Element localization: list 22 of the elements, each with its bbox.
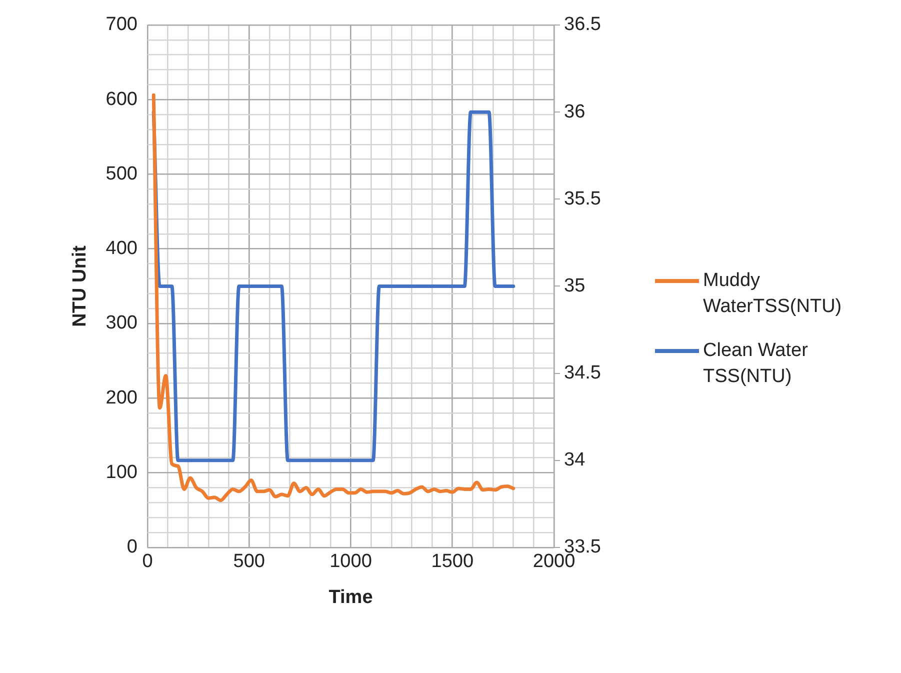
legend-label: Clean Water TSS(NTU) [703,339,809,389]
x-axis-title: Time [328,586,373,608]
y2-tick-label: 34.5 [564,362,602,384]
y-tick-label: 300 [106,312,138,334]
x-tick-label: 500 [233,551,265,572]
y-tick-label: 600 [106,88,138,110]
x-tick-label: 1000 [330,551,372,572]
y-tick-label: 200 [106,387,138,408]
y-tick-label: 500 [106,163,138,184]
legend-label: Muddy WaterTSS(NTU) [703,269,842,319]
y-tick-label: 100 [106,462,138,484]
y2-tick-label: 36.5 [564,14,602,36]
x-tick-label: 0 [142,551,153,572]
y-tick-label: 400 [106,238,138,260]
y2-tick-label: 34 [564,450,586,471]
y2-tick-label: 35 [564,275,586,296]
y-tick-label: 0 [126,536,138,558]
y-axis-title: NTU Unit [70,244,91,327]
y2-tick-label: 35.5 [564,188,602,210]
x-tick-label: 1500 [431,551,474,572]
y-tick-label: 700 [106,14,138,36]
y2-tick-label: 36 [564,101,586,122]
